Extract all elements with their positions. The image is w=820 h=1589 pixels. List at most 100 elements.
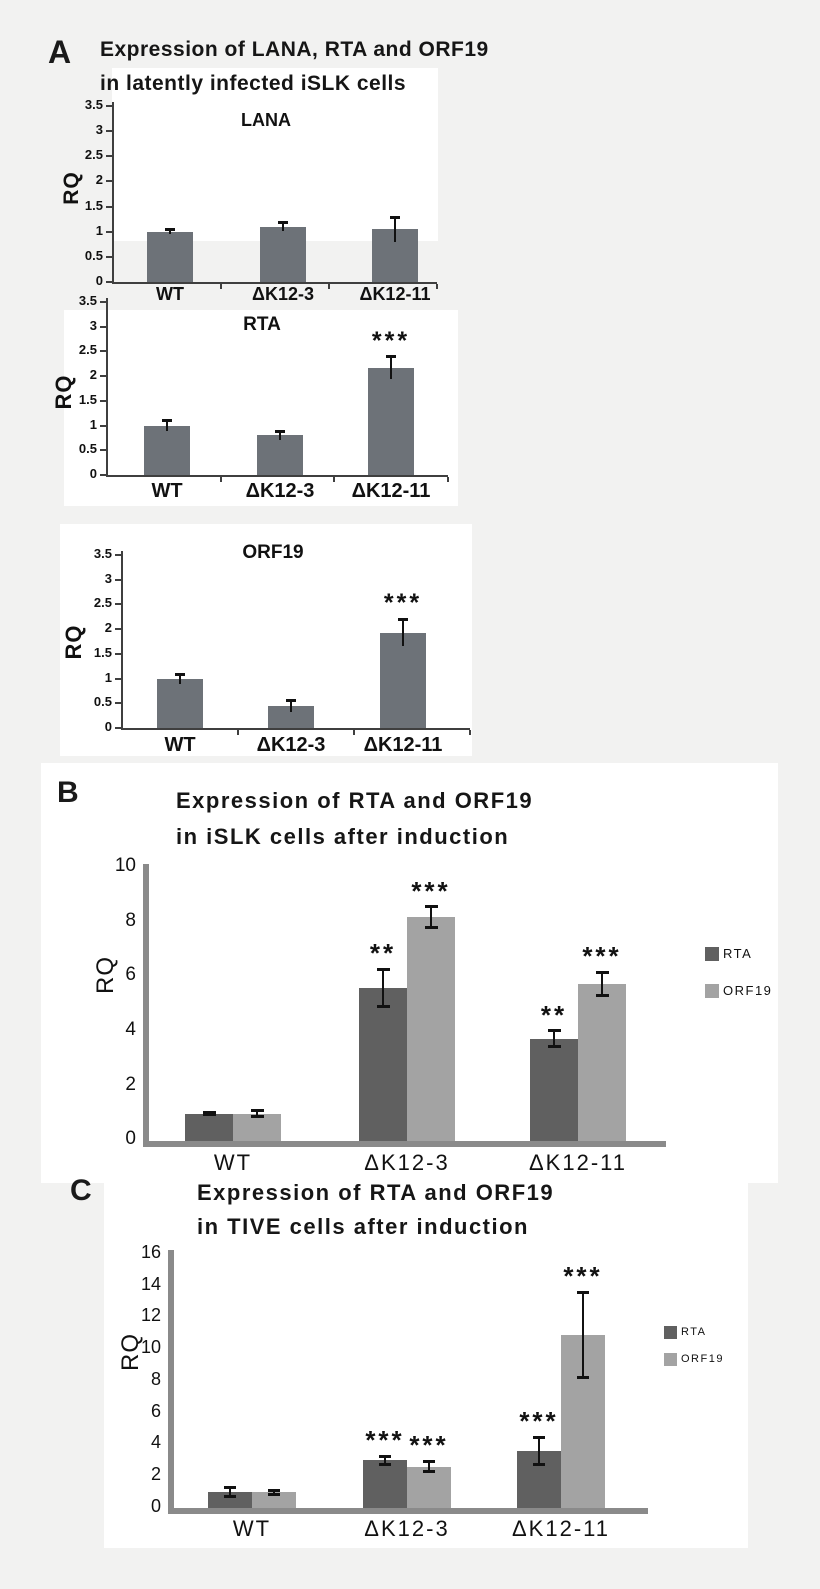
y-tick-label: 2.5 [84, 147, 103, 163]
bar-RTA-ΔK12-3 [359, 988, 407, 1141]
error-bar-cap-bottom [577, 1375, 589, 1379]
error-bar-cap-bottom [533, 1463, 545, 1467]
x-category-label: WT [151, 480, 183, 502]
y-axis-title: RQ [117, 1333, 144, 1371]
y-tick-mark [115, 578, 122, 581]
chart-title: ORF19 [242, 542, 304, 563]
x-category-label: WT [164, 734, 196, 756]
x-category-label: ΔK12-3 [252, 284, 314, 304]
x-category-label: WT [156, 284, 184, 304]
error-bar-cap-top [175, 672, 185, 676]
y-tick-label: 10 [114, 855, 136, 877]
legend-swatch-orf19 [664, 1353, 677, 1366]
panel-b-title-line1: Expression of RTA and ORF19 [176, 788, 534, 813]
bar-RTA-ΔK12-3 [257, 435, 303, 475]
x-axis-line [143, 1141, 666, 1147]
y-tick-label: 2.5 [78, 342, 97, 358]
error-bar-cap-top [386, 355, 396, 359]
bar-LANA-WT [147, 231, 193, 282]
legend-label-orf19: ORF19 [723, 982, 773, 998]
y-tick-label: 2.5 [93, 595, 112, 611]
y-tick-label: 16 [140, 1241, 161, 1262]
y-tick-label: 0 [125, 1128, 136, 1150]
chart-background-lana [112, 68, 438, 241]
x-category-label: ΔK12-11 [363, 734, 443, 756]
y-axis-title: RQ [61, 624, 86, 660]
bar-RTA-WT [185, 1113, 233, 1141]
y-tick-label: 3.5 [93, 545, 112, 561]
error-bar [273, 1489, 275, 1495]
error-bar-cap-bottom [224, 1494, 236, 1498]
significance-stars: *** [365, 1424, 405, 1455]
error-bar-cap-top [533, 1435, 545, 1439]
error-bar [428, 1461, 430, 1473]
x-category-label: ΔK12-11 [528, 1150, 627, 1175]
legend-swatch-rta [705, 947, 719, 961]
y-tick-label: 8 [125, 909, 136, 931]
error-bar [382, 969, 384, 1008]
panel-c-title-line1: Expression of RTA and ORF19 [197, 1180, 555, 1205]
y-tick-mark [106, 130, 113, 133]
panel-c-label: C [70, 1174, 92, 1207]
y-tick-label: 2 [104, 620, 112, 636]
x-axis-line [106, 475, 448, 477]
y-tick-label: 1.5 [78, 391, 97, 407]
y-tick-label: 3.5 [84, 96, 103, 112]
error-bar-cap-top [398, 617, 408, 621]
error-bar-cap-top [275, 429, 285, 433]
error-bar [553, 1030, 555, 1047]
y-tick-mark [106, 180, 113, 183]
bar-ORF19-ΔK12-11 [380, 632, 426, 728]
bar-ORF19-WT [233, 1113, 281, 1141]
y-tick-label: 1.5 [93, 644, 112, 660]
error-bar-cap-top [268, 1488, 280, 1492]
y-tick-mark [115, 727, 122, 729]
error-bar-cap-top [376, 968, 390, 971]
chart-title: LANA [241, 110, 291, 130]
x-category-label: ΔK12-3 [364, 1150, 450, 1175]
x-category-label: ΔK12-3 [245, 480, 315, 502]
x-axis-line [121, 728, 470, 730]
error-bar [390, 356, 392, 380]
x-tick-mark [328, 284, 330, 289]
legend-label-orf19: ORF19 [681, 1352, 724, 1365]
error-bar [179, 673, 181, 684]
error-bar-cap-bottom [202, 1113, 216, 1117]
x-tick-mark [469, 730, 471, 735]
y-axis-line [112, 102, 114, 284]
y-tick-label: 1.5 [84, 197, 103, 213]
error-bar [402, 618, 404, 647]
y-tick-mark [115, 554, 122, 556]
y-tick-label: 12 [140, 1305, 161, 1326]
y-tick-label: 0 [89, 465, 97, 481]
error-bar [582, 1292, 584, 1378]
y-tick-label: 0 [150, 1495, 161, 1516]
bar-ORF19-ΔK12-11 [578, 984, 626, 1141]
panel-b-label: B [57, 776, 79, 809]
bar-ORF19-ΔK12-3 [407, 1466, 451, 1508]
error-bar-cap-bottom [424, 926, 438, 930]
y-axis-title: RQ [51, 374, 76, 410]
y-tick-mark [100, 424, 107, 427]
y-tick-mark [106, 155, 113, 158]
error-bar-cap-top [162, 419, 172, 423]
bar-ORF19-ΔK12-3 [268, 705, 314, 728]
x-category-label: WT [232, 1516, 272, 1541]
y-axis-title: RQ [92, 956, 119, 994]
y-tick-label: 1 [104, 669, 112, 685]
error-bar-cap-bottom [250, 1114, 264, 1118]
y-tick-label: 8 [150, 1368, 161, 1389]
y-tick-mark [106, 105, 113, 107]
y-tick-label: 2 [125, 1073, 136, 1095]
x-tick-mark [237, 730, 239, 735]
y-tick-mark [100, 449, 107, 452]
y-tick-label: 0.5 [78, 441, 97, 457]
y-tick-label: 1 [89, 416, 97, 432]
error-bar-cap-top [165, 228, 175, 232]
significance-stars: *** [582, 941, 622, 972]
y-tick-mark [100, 474, 107, 476]
y-tick-mark [106, 281, 113, 283]
error-bar-cap-bottom [423, 1470, 435, 1474]
significance-stars: *** [519, 1405, 559, 1436]
y-tick-label: 0 [104, 718, 112, 734]
